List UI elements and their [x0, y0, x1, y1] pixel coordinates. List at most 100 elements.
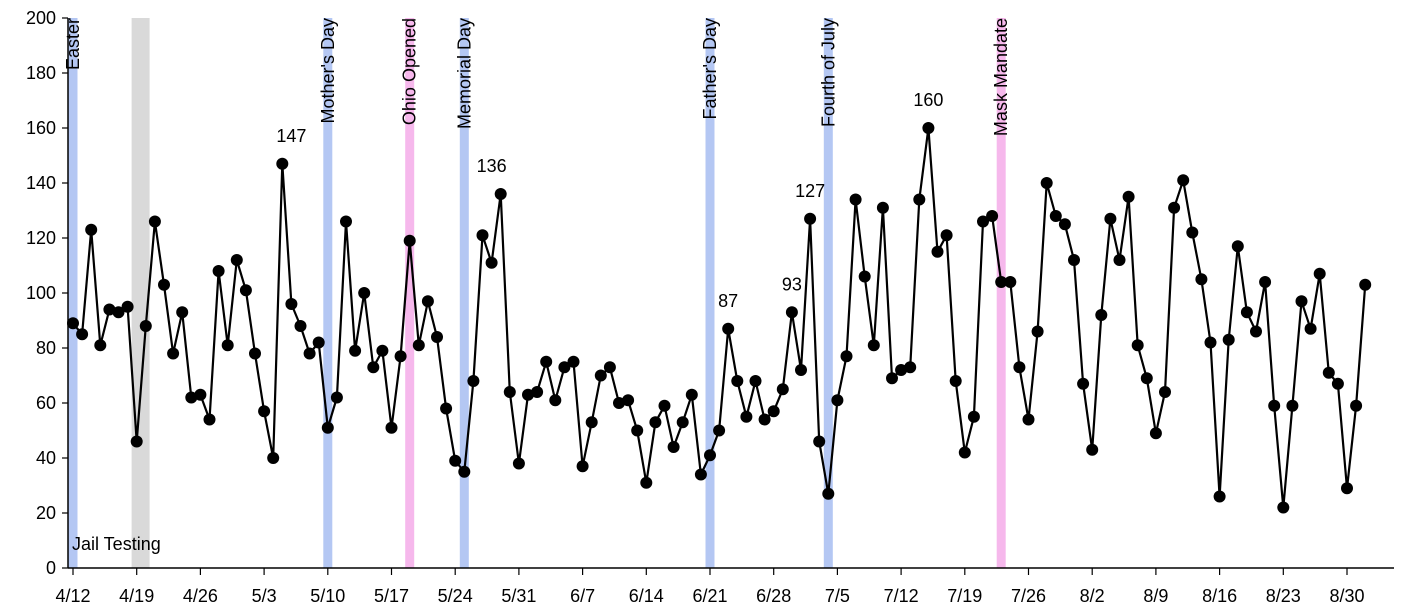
data-point — [613, 397, 625, 409]
data-label: 127 — [795, 181, 825, 201]
y-tick-label: 160 — [26, 118, 56, 138]
event-labels: Easter Jail Testing Mother's Day Ohio Opene… — [63, 18, 1011, 554]
data-point — [776, 383, 789, 396]
data-point — [922, 122, 935, 134]
data-point — [576, 460, 589, 473]
data-point — [239, 284, 252, 297]
data-point — [249, 347, 261, 360]
event-label: Ohio Opened — [400, 18, 420, 125]
y-tick-label: 120 — [26, 228, 56, 248]
data-point — [540, 355, 553, 368]
x-tick-label: 7/19 — [947, 586, 982, 606]
data-point — [522, 388, 534, 401]
data-point — [876, 201, 889, 214]
data-point — [1031, 325, 1044, 338]
data-point — [367, 361, 380, 374]
data-labels: 147 136 87 93 127 160 — [276, 90, 943, 311]
data-point — [449, 454, 462, 467]
data-point — [940, 229, 953, 242]
data-point — [704, 449, 716, 462]
data-series — [67, 122, 1372, 514]
event-label: Easter — [63, 18, 83, 70]
data-point — [986, 210, 999, 222]
data-point — [330, 391, 343, 404]
data-point — [622, 394, 635, 407]
y-tick-label: 60 — [36, 393, 56, 413]
data-point — [1049, 210, 1062, 222]
data-point — [1149, 427, 1162, 440]
data-label: 147 — [276, 126, 306, 146]
x-tick-label: 7/26 — [1011, 586, 1046, 606]
event-label: Jail Testing — [72, 534, 161, 554]
data-point — [412, 339, 425, 352]
data-point — [867, 339, 880, 352]
event-label: Mother's Day — [318, 18, 338, 123]
data-point — [685, 388, 698, 401]
data-point — [1240, 306, 1253, 319]
data-point — [176, 306, 189, 319]
data-point — [722, 322, 735, 335]
data-point — [1140, 372, 1153, 385]
data-point — [385, 421, 398, 434]
data-point — [1341, 482, 1353, 495]
data-point — [958, 446, 971, 459]
data-point — [1204, 336, 1217, 349]
data-point — [676, 416, 689, 429]
data-point — [594, 369, 607, 382]
data-point — [603, 361, 616, 374]
data-point — [713, 424, 726, 437]
data-point — [1058, 218, 1071, 231]
data-point — [303, 347, 316, 360]
data-point — [230, 254, 243, 266]
data-point — [640, 476, 653, 489]
data-label: 87 — [718, 291, 738, 311]
data-point — [1086, 443, 1099, 456]
data-point — [267, 452, 280, 464]
data-point — [1022, 413, 1035, 426]
x-tick-label: 6/28 — [756, 586, 791, 606]
data-point — [203, 413, 216, 426]
data-point — [1068, 254, 1080, 266]
data-point — [103, 303, 116, 316]
x-tick-label: 4/12 — [55, 586, 90, 606]
data-point — [394, 350, 407, 363]
data-point — [121, 300, 134, 313]
data-point — [1168, 201, 1181, 214]
x-tick-label: 4/19 — [119, 586, 154, 606]
data-point — [194, 388, 207, 401]
data-point — [421, 295, 434, 308]
y-tick-label: 0 — [46, 558, 56, 578]
x-tick-label: 8/16 — [1202, 586, 1237, 606]
data-point — [658, 399, 671, 412]
data-point — [649, 416, 662, 429]
data-point — [1304, 322, 1317, 335]
event-band — [405, 18, 415, 568]
x-tick-label: 6/21 — [692, 586, 727, 606]
x-tick-label: 8/2 — [1080, 586, 1105, 606]
data-point — [967, 410, 980, 423]
data-point — [376, 344, 389, 357]
data-point — [85, 223, 98, 236]
data-point — [1004, 276, 1017, 288]
data-point — [567, 355, 580, 368]
data-point — [849, 193, 862, 206]
x-tick-label: 6/7 — [570, 586, 595, 606]
data-point — [321, 421, 334, 434]
data-point — [886, 372, 898, 385]
data-point — [822, 487, 835, 500]
data-point — [1231, 240, 1244, 253]
data-point — [1113, 254, 1126, 266]
data-point — [931, 245, 944, 258]
data-point — [1259, 276, 1272, 288]
data-point — [1013, 361, 1026, 374]
data-point — [1177, 174, 1190, 187]
x-tick-label: 5/10 — [310, 586, 345, 606]
data-point — [840, 350, 853, 363]
x-tick-label: 6/14 — [629, 586, 664, 606]
data-point — [148, 215, 161, 228]
data-label: 93 — [782, 274, 802, 294]
data-point — [795, 364, 807, 376]
data-point — [185, 391, 198, 404]
x-tick-label: 4/26 — [183, 586, 218, 606]
event-band — [131, 18, 150, 568]
